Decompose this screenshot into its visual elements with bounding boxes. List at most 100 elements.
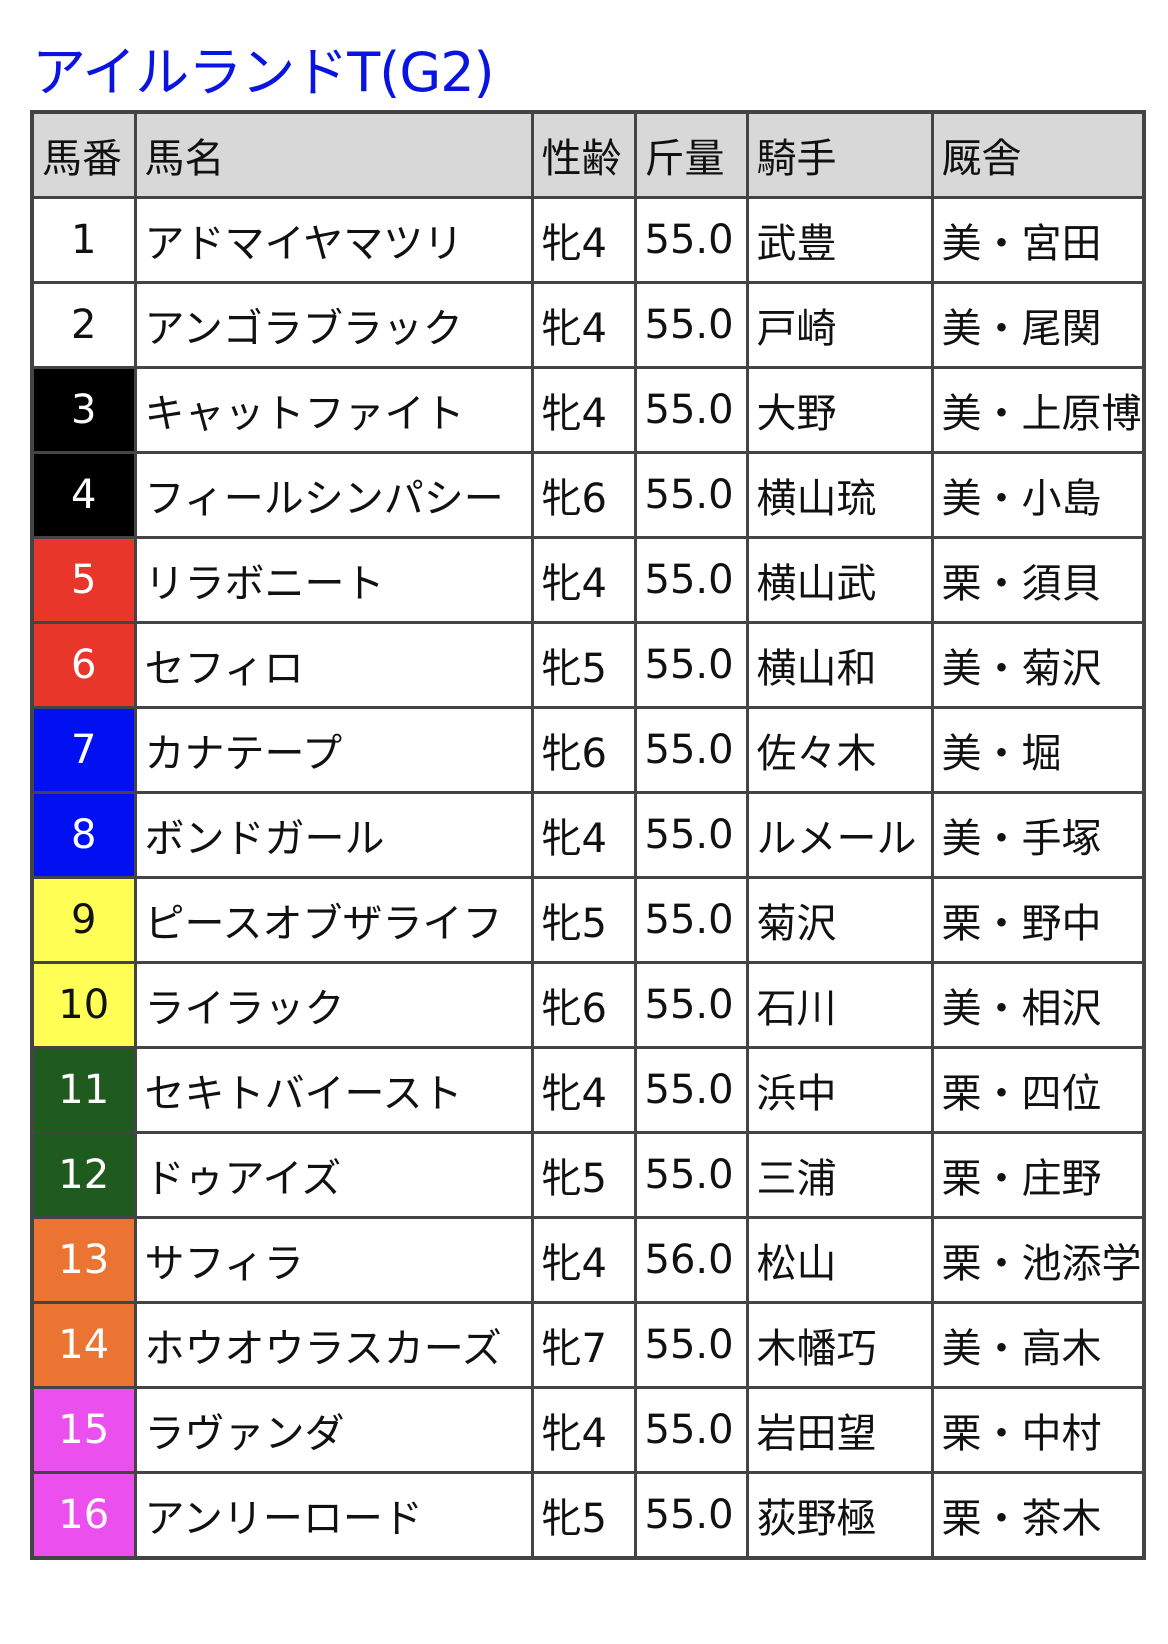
horse-number: 16 bbox=[30, 1471, 137, 1560]
horse-number: 6 bbox=[30, 621, 137, 709]
table-row: 3 キャットファイト 牝4 55.0 大野 美・上原博 bbox=[30, 366, 1145, 454]
sex-age: 牝4 bbox=[530, 1216, 637, 1304]
weight: 55.0 bbox=[633, 961, 749, 1049]
sex-age: 牝4 bbox=[530, 196, 637, 284]
stable: 栗・中村 bbox=[930, 1386, 1145, 1474]
jockey: 佐々木 bbox=[745, 706, 934, 794]
jockey: 大野 bbox=[745, 366, 934, 454]
horse-name: セフィロ bbox=[133, 621, 534, 709]
header-horse-name: 馬名 bbox=[133, 110, 534, 199]
sex-age: 牝6 bbox=[530, 961, 637, 1049]
weight: 55.0 bbox=[633, 1131, 749, 1219]
jockey: 横山武 bbox=[745, 536, 934, 624]
jockey: 戸崎 bbox=[745, 281, 934, 369]
table-row: 4 フィールシンパシー 牝6 55.0 横山琉 美・小島 bbox=[30, 451, 1145, 539]
sex-age: 牝5 bbox=[530, 1471, 637, 1560]
horse-name: ラヴァンダ bbox=[133, 1386, 534, 1474]
horse-name: アンゴラブラック bbox=[133, 281, 534, 369]
jockey: 荻野極 bbox=[745, 1471, 934, 1560]
horse-name: キャットファイト bbox=[133, 366, 534, 454]
horse-number: 13 bbox=[30, 1216, 137, 1304]
horse-name: アンリーロード bbox=[133, 1471, 534, 1560]
jockey: 菊沢 bbox=[745, 876, 934, 964]
horse-name: ドゥアイズ bbox=[133, 1131, 534, 1219]
table-row: 13 サフィラ 牝4 56.0 松山 栗・池添学 bbox=[30, 1216, 1145, 1304]
jockey: 岩田望 bbox=[745, 1386, 934, 1474]
header-row: 馬番 馬名 性齢 斤量 騎手 厩舎 bbox=[30, 110, 1145, 199]
stable: 栗・須貝 bbox=[930, 536, 1145, 624]
sex-age: 牝4 bbox=[530, 281, 637, 369]
weight: 55.0 bbox=[633, 196, 749, 284]
sex-age: 牝5 bbox=[530, 1131, 637, 1219]
stable: 美・上原博 bbox=[930, 366, 1145, 454]
horse-name: サフィラ bbox=[133, 1216, 534, 1304]
weight: 56.0 bbox=[633, 1216, 749, 1304]
weight: 55.0 bbox=[633, 1471, 749, 1560]
horse-number: 7 bbox=[30, 706, 137, 794]
table-row: 6 セフィロ 牝5 55.0 横山和 美・菊沢 bbox=[30, 621, 1145, 709]
stable: 美・尾関 bbox=[930, 281, 1145, 369]
table-row: 16 アンリーロード 牝5 55.0 荻野極 栗・茶木 bbox=[30, 1471, 1145, 1560]
header-jockey: 騎手 bbox=[745, 110, 934, 199]
horse-name: リラボニート bbox=[133, 536, 534, 624]
horse-name: フィールシンパシー bbox=[133, 451, 534, 539]
jockey: 三浦 bbox=[745, 1131, 934, 1219]
table-row: 9 ピースオブザライフ 牝5 55.0 菊沢 栗・野中 bbox=[30, 876, 1145, 964]
stable: 美・手塚 bbox=[930, 791, 1145, 879]
stable: 美・菊沢 bbox=[930, 621, 1145, 709]
table-row: 8 ボンドガール 牝4 55.0 ルメール 美・手塚 bbox=[30, 791, 1145, 879]
horse-name: ホウオウラスカーズ bbox=[133, 1301, 534, 1389]
horse-number: 11 bbox=[30, 1046, 137, 1134]
weight: 55.0 bbox=[633, 366, 749, 454]
stable: 栗・四位 bbox=[930, 1046, 1145, 1134]
sex-age: 牝6 bbox=[530, 451, 637, 539]
header-sex-age: 性齢 bbox=[530, 110, 637, 199]
horse-name: セキトバイースト bbox=[133, 1046, 534, 1134]
header-weight: 斤量 bbox=[633, 110, 749, 199]
horse-number: 15 bbox=[30, 1386, 137, 1474]
horse-name: ライラック bbox=[133, 961, 534, 1049]
table-row: 1 アドマイヤマツリ 牝4 55.0 武豊 美・宮田 bbox=[30, 196, 1145, 284]
horse-number: 3 bbox=[30, 366, 137, 454]
table-row: 12 ドゥアイズ 牝5 55.0 三浦 栗・庄野 bbox=[30, 1131, 1145, 1219]
header-stable: 厩舎 bbox=[930, 110, 1145, 199]
sex-age: 牝5 bbox=[530, 621, 637, 709]
sex-age: 牝4 bbox=[530, 366, 637, 454]
weight: 55.0 bbox=[633, 791, 749, 879]
sex-age: 牝4 bbox=[530, 1386, 637, 1474]
stable: 美・相沢 bbox=[930, 961, 1145, 1049]
weight: 55.0 bbox=[633, 451, 749, 539]
sex-age: 牝7 bbox=[530, 1301, 637, 1389]
table-row: 14 ホウオウラスカーズ 牝7 55.0 木幡巧 美・高木 bbox=[30, 1301, 1145, 1389]
jockey: 武豊 bbox=[745, 196, 934, 284]
entry-table: 馬番 馬名 性齢 斤量 騎手 厩舎 1 アドマイヤマツリ 牝4 55.0 武豊 美・宮田 2… bbox=[30, 110, 1146, 1560]
weight: 55.0 bbox=[633, 706, 749, 794]
weight: 55.0 bbox=[633, 1046, 749, 1134]
jockey: 浜中 bbox=[745, 1046, 934, 1134]
horse-name: アドマイヤマツリ bbox=[133, 196, 534, 284]
horse-number: 5 bbox=[30, 536, 137, 624]
horse-name: カナテープ bbox=[133, 706, 534, 794]
horse-number: 9 bbox=[30, 876, 137, 964]
stable: 美・高木 bbox=[930, 1301, 1145, 1389]
jockey: 木幡巧 bbox=[745, 1301, 934, 1389]
horse-number: 14 bbox=[30, 1301, 137, 1389]
horse-number: 12 bbox=[30, 1131, 137, 1219]
stable: 栗・池添学 bbox=[930, 1216, 1145, 1304]
race-title: アイルランドT(G2) bbox=[32, 41, 495, 104]
stable: 栗・庄野 bbox=[930, 1131, 1145, 1219]
sex-age: 牝4 bbox=[530, 791, 637, 879]
weight: 55.0 bbox=[633, 1386, 749, 1474]
horse-name: ピースオブザライフ bbox=[133, 876, 534, 964]
table-row: 10 ライラック 牝6 55.0 石川 美・相沢 bbox=[30, 961, 1145, 1049]
jockey: 松山 bbox=[745, 1216, 934, 1304]
header-number: 馬番 bbox=[30, 110, 137, 199]
jockey: 横山琉 bbox=[745, 451, 934, 539]
horse-number: 2 bbox=[30, 281, 137, 369]
horse-number: 1 bbox=[30, 196, 137, 284]
weight: 55.0 bbox=[633, 876, 749, 964]
sex-age: 牝4 bbox=[530, 1046, 637, 1134]
sex-age: 牝5 bbox=[530, 876, 637, 964]
stable: 栗・茶木 bbox=[930, 1471, 1145, 1560]
weight: 55.0 bbox=[633, 1301, 749, 1389]
